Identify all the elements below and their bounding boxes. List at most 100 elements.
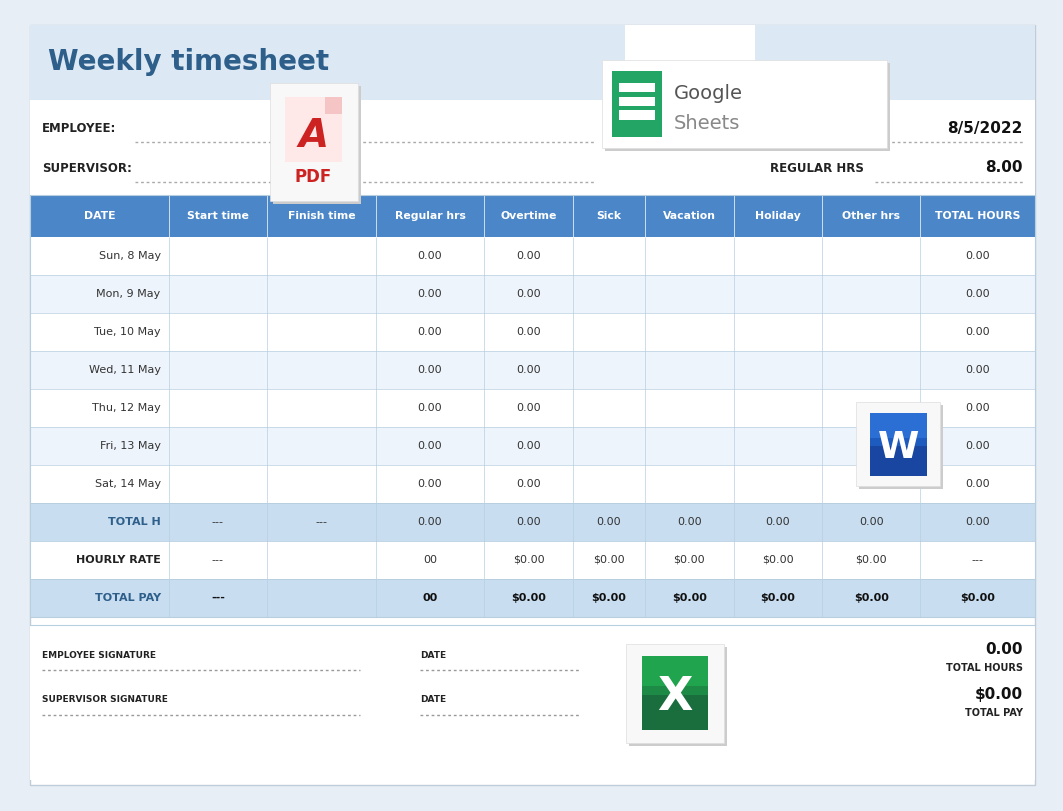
Text: 0.00: 0.00: [517, 327, 541, 337]
Text: ---: ---: [212, 517, 224, 527]
Text: TOTAL HOURS: TOTAL HOURS: [935, 211, 1020, 221]
Bar: [30, 237, 1035, 275]
Bar: [30, 195, 1035, 617]
Text: 0.00: 0.00: [517, 251, 541, 261]
Text: EMPLOYEE:: EMPLOYEE:: [43, 122, 116, 135]
Text: PDF: PDF: [294, 169, 333, 187]
Text: $0.00: $0.00: [511, 593, 546, 603]
Text: $0.00: $0.00: [593, 555, 625, 565]
Text: $0.00: $0.00: [760, 593, 795, 603]
Text: 00: 00: [422, 593, 438, 603]
Text: ---: ---: [972, 555, 983, 565]
Bar: [30, 389, 1035, 427]
Bar: [30, 100, 1035, 195]
Text: 0.00: 0.00: [418, 517, 442, 527]
Text: 0.00: 0.00: [985, 642, 1023, 658]
Text: ---: ---: [210, 593, 225, 603]
Text: 0.00: 0.00: [517, 403, 541, 413]
Text: 0.00: 0.00: [965, 441, 990, 451]
Bar: [270, 83, 357, 201]
Bar: [286, 97, 341, 162]
Text: 0.00: 0.00: [418, 403, 442, 413]
Bar: [612, 71, 661, 137]
Text: TOTAL PAY: TOTAL PAY: [965, 708, 1023, 718]
Bar: [30, 25, 625, 100]
Text: Vacation: Vacation: [662, 211, 715, 221]
Text: 0.00: 0.00: [965, 251, 990, 261]
Bar: [272, 86, 360, 204]
Text: Sick: Sick: [596, 211, 622, 221]
Text: ---: ---: [316, 517, 327, 527]
Text: $0.00: $0.00: [512, 555, 544, 565]
Text: DATE: DATE: [84, 211, 115, 221]
Text: SUPERVISOR:: SUPERVISOR:: [43, 161, 132, 174]
Text: Tue, 10 May: Tue, 10 May: [94, 327, 161, 337]
Bar: [30, 195, 1035, 237]
Text: 0.00: 0.00: [517, 479, 541, 489]
Text: Fri, 13 May: Fri, 13 May: [100, 441, 161, 451]
Text: WEEK FROM:: WEEK FROM:: [770, 122, 856, 135]
Text: Mon, 9 May: Mon, 9 May: [97, 289, 161, 299]
Text: Wed, 11 May: Wed, 11 May: [88, 365, 161, 375]
Text: REGULAR HRS: REGULAR HRS: [770, 161, 864, 174]
Text: Start time: Start time: [187, 211, 249, 221]
Text: 0.00: 0.00: [765, 517, 790, 527]
Bar: [619, 97, 655, 105]
Bar: [626, 644, 724, 743]
Bar: [619, 110, 655, 120]
Bar: [30, 465, 1035, 503]
Bar: [602, 60, 888, 148]
Bar: [859, 406, 943, 489]
Text: Sat, 14 May: Sat, 14 May: [95, 479, 161, 489]
Text: 00: 00: [423, 555, 437, 565]
Bar: [619, 83, 655, 92]
Bar: [625, 25, 755, 100]
Bar: [30, 275, 1035, 313]
Text: Weekly timesheet: Weekly timesheet: [48, 49, 330, 76]
Text: 0.00: 0.00: [418, 327, 442, 337]
Text: DATE: DATE: [420, 650, 446, 659]
Text: Sheets: Sheets: [674, 114, 740, 133]
Text: $0.00: $0.00: [960, 593, 995, 603]
Text: $0.00: $0.00: [672, 593, 707, 603]
Bar: [870, 413, 927, 441]
Text: 0.00: 0.00: [677, 517, 702, 527]
Text: 8/5/2022: 8/5/2022: [947, 121, 1023, 135]
Text: 0.00: 0.00: [965, 479, 990, 489]
Bar: [30, 313, 1035, 351]
Bar: [30, 625, 1035, 780]
Text: 8.00: 8.00: [985, 161, 1023, 175]
Text: 0.00: 0.00: [418, 479, 442, 489]
Text: SUPERVISOR SIGNATURE: SUPERVISOR SIGNATURE: [43, 696, 168, 705]
Text: 0.00: 0.00: [517, 365, 541, 375]
Text: 0.00: 0.00: [517, 441, 541, 451]
Text: Overtime: Overtime: [501, 211, 557, 221]
Bar: [30, 579, 1035, 617]
Text: Holiday: Holiday: [755, 211, 800, 221]
Text: 0.00: 0.00: [859, 517, 883, 527]
Bar: [605, 62, 891, 151]
Text: Sun, 8 May: Sun, 8 May: [99, 251, 161, 261]
Text: 0.00: 0.00: [517, 517, 541, 527]
Bar: [870, 438, 927, 446]
Bar: [755, 25, 1035, 195]
Bar: [870, 441, 927, 476]
Text: EMPLOYEE SIGNATURE: EMPLOYEE SIGNATURE: [43, 650, 156, 659]
Text: $0.00: $0.00: [854, 593, 889, 603]
Text: $0.00: $0.00: [591, 593, 626, 603]
Text: TOTAL HOURS: TOTAL HOURS: [946, 663, 1023, 673]
Text: 0.00: 0.00: [418, 365, 442, 375]
Bar: [325, 97, 341, 114]
Text: 0.00: 0.00: [965, 327, 990, 337]
Text: Finish time: Finish time: [288, 211, 355, 221]
Text: $0.00: $0.00: [856, 555, 887, 565]
Text: X: X: [657, 676, 693, 720]
Text: TOTAL PAY: TOTAL PAY: [95, 593, 161, 603]
Bar: [642, 686, 708, 695]
Text: 0.00: 0.00: [596, 517, 621, 527]
Bar: [628, 647, 727, 745]
Text: 0.00: 0.00: [418, 441, 442, 451]
Text: A: A: [299, 117, 328, 155]
Text: 0.00: 0.00: [965, 365, 990, 375]
Bar: [856, 402, 941, 487]
